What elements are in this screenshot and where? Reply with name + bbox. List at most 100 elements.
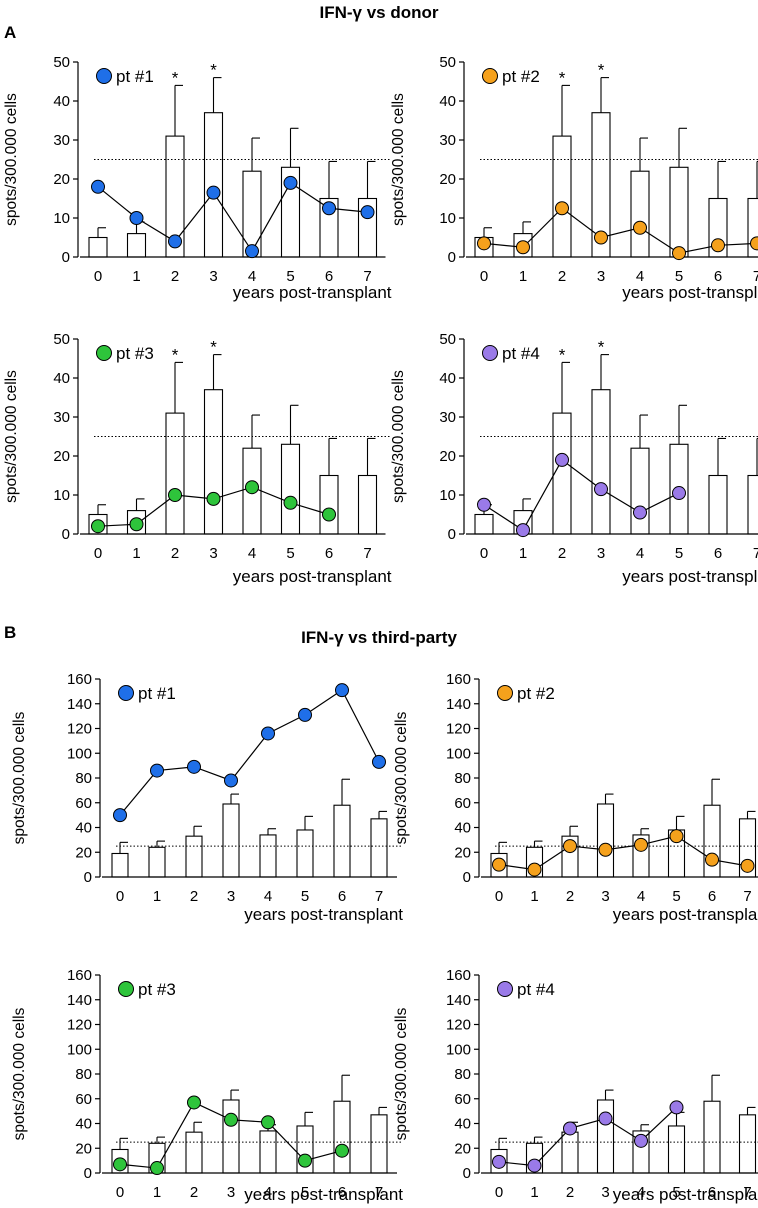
x-tick-label: 2	[566, 888, 574, 905]
patient-point	[633, 505, 647, 520]
x-tick-label: 5	[675, 545, 683, 562]
y-tick-label: 40	[53, 93, 70, 110]
x-tick-label: 3	[597, 268, 605, 285]
significance-star: *	[210, 338, 217, 357]
y-tick-label: 20	[53, 448, 70, 465]
patient-point	[669, 1100, 684, 1115]
x-axis-label: years post-transplant	[233, 567, 392, 586]
patient-point	[129, 211, 144, 225]
y-tick-label: 20	[53, 171, 70, 188]
bar	[185, 835, 203, 878]
x-tick-label: 2	[558, 268, 566, 285]
x-tick-label: 3	[209, 268, 217, 285]
bar	[703, 1100, 721, 1174]
patient-point	[298, 707, 312, 722]
x-axis-label: years post-transplant	[613, 1185, 758, 1204]
y-tick-label: 80	[75, 770, 92, 787]
bar	[669, 166, 689, 258]
x-tick-label: 4	[637, 1184, 645, 1201]
bar	[280, 443, 301, 535]
y-tick-label: 40	[439, 93, 456, 110]
x-tick-label: 1	[519, 545, 527, 562]
bar	[370, 1114, 388, 1174]
y-axis-label: spots/300.000 cells	[390, 370, 407, 503]
y-tick-label: 50	[439, 331, 456, 348]
patient-point	[516, 240, 530, 255]
patient-point	[113, 808, 127, 823]
y-tick-label: 0	[62, 249, 70, 266]
bar	[296, 829, 314, 878]
y-tick-label: 80	[454, 770, 471, 787]
x-tick-label: 3	[227, 888, 235, 905]
x-tick-label: 2	[558, 545, 566, 562]
y-tick-label: 40	[75, 1116, 92, 1133]
y-tick-label: 0	[84, 1165, 92, 1182]
chart-3: 0 10 20 30 40 50 spots/300.000 cells 0 1 * 2 * 3 4 5 6 7…	[3, 331, 392, 586]
patient-point	[594, 482, 608, 497]
bar	[370, 818, 388, 878]
y-tick-label: 0	[448, 526, 456, 543]
y-tick-label: 20	[75, 844, 92, 861]
chart-1: 0 10 20 30 40 50 spots/300.000 cells 0 1 * 2 * 3 4 5 6 7…	[3, 54, 392, 302]
x-tick-label: 5	[301, 888, 309, 905]
significance-star: *	[598, 61, 605, 80]
y-tick-label: 50	[53, 54, 70, 71]
bar	[474, 513, 494, 535]
patient-line	[97, 182, 368, 253]
legend-marker	[482, 68, 498, 84]
x-tick-label: 5	[672, 1184, 680, 1201]
x-tick-label: 0	[116, 888, 124, 905]
x-tick-label: 6	[714, 545, 722, 562]
patient-point	[187, 759, 201, 774]
x-tick-label: 3	[209, 545, 217, 562]
patient-line	[119, 689, 380, 816]
y-tick-label: 50	[439, 54, 456, 71]
patient-point	[711, 238, 725, 253]
x-tick-label: 4	[637, 888, 645, 905]
y-tick-label: 140	[67, 992, 92, 1009]
bar	[259, 834, 277, 878]
patient-point	[168, 234, 182, 249]
patient-point	[360, 205, 375, 220]
patient-point	[283, 175, 298, 190]
y-tick-label: 140	[67, 696, 92, 713]
patient-point	[477, 497, 491, 512]
significance-star: *	[172, 345, 179, 364]
patient-point	[672, 486, 686, 501]
x-tick-label: 2	[171, 268, 179, 285]
x-tick-label: 7	[375, 888, 383, 905]
bar	[596, 1099, 615, 1174]
x-tick-label: 0	[480, 545, 488, 562]
x-axis-label: years post-transplant	[244, 1185, 403, 1204]
y-tick-label: 80	[75, 1066, 92, 1083]
x-tick-label: 5	[672, 888, 680, 905]
x-axis-label: years post-transplant	[622, 567, 758, 586]
y-tick-label: 0	[463, 869, 471, 886]
x-tick-label: 6	[338, 1184, 346, 1201]
x-tick-label: 4	[636, 268, 644, 285]
y-tick-label: 140	[446, 696, 471, 713]
y-tick-label: 30	[53, 409, 70, 426]
x-tick-label: 7	[743, 888, 751, 905]
x-tick-label: 1	[530, 1184, 538, 1201]
patient-point	[91, 519, 105, 534]
y-axis-label: spots/300.000 cells	[390, 93, 407, 226]
x-tick-label: 1	[153, 888, 161, 905]
x-tick-label: 7	[743, 1184, 751, 1201]
y-tick-label: 10	[439, 210, 456, 227]
bar	[259, 1130, 277, 1174]
y-tick-label: 140	[446, 992, 471, 1009]
x-axis-label: years post-transplant	[233, 283, 392, 302]
y-tick-label: 10	[53, 487, 70, 504]
y-tick-label: 100	[446, 1041, 471, 1058]
patient-point	[740, 858, 755, 873]
patient-line	[498, 835, 748, 871]
x-tick-label: 0	[480, 268, 488, 285]
y-tick-label: 40	[439, 370, 456, 387]
y-tick-label: 120	[67, 721, 92, 738]
y-axis-label: spots/300.000 cells	[393, 711, 410, 844]
x-tick-label: 4	[264, 888, 272, 905]
bar	[561, 1131, 579, 1174]
bar	[242, 170, 262, 258]
y-axis-label: spots/300.000 cells	[393, 1007, 410, 1140]
